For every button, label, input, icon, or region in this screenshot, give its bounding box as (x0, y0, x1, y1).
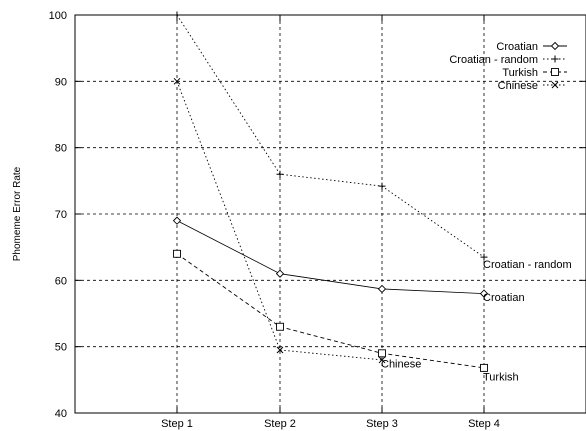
series (172, 11, 489, 372)
data-point-croatian-step-2 (275, 269, 285, 278)
legend-entry-chinese: Chinese (498, 80, 567, 92)
legend-label-turkish: Turkish (502, 67, 538, 79)
series-line-chinese (176, 81, 383, 361)
series-turkish (173, 249, 488, 372)
data-point-croatian-step-1 (172, 216, 182, 225)
series-line-croatian-random (176, 14, 485, 258)
annotation-croatian-random: Croatian - random (483, 259, 572, 271)
y-tick-label-40: 40 (55, 408, 67, 420)
data-point-croatian-random-step-1 (173, 11, 181, 19)
y-axis-ticks: 40 50 60 70 80 90 100 (49, 10, 586, 420)
series-croatian (172, 216, 489, 298)
data-point-chinese-step-3 (378, 356, 386, 364)
legend-label-chinese: Chinese (498, 80, 538, 92)
data-point-chinese-step-2 (276, 346, 284, 354)
legend-entry-croatian: Croatian (496, 41, 567, 53)
x-tick-label-step-4: Step 4 (468, 418, 500, 430)
x-tick-label-step-2: Step 2 (264, 418, 296, 430)
legend-marker-croatian (550, 41, 560, 51)
legend-label-croatian-random: Croatian - random (449, 54, 538, 66)
y-tick-label-80: 80 (55, 143, 67, 155)
legend-marker-turkish (551, 68, 559, 76)
annotation-chinese: Chinese (381, 358, 421, 370)
legend-marker-croatian-random (551, 55, 559, 63)
data-point-turkish-step-1 (173, 249, 181, 258)
data-point-croatian-step-3 (377, 284, 387, 294)
annotation-croatian: Croatian (483, 292, 525, 304)
y-tick-label-100: 100 (49, 10, 67, 22)
y-tick-label-50: 50 (55, 342, 67, 354)
annotation-turkish: Turkish (483, 372, 519, 384)
legend-label-croatian: Croatian (496, 41, 538, 53)
series-line-turkish (176, 253, 485, 369)
x-tick-label-step-1: Step 1 (161, 418, 193, 430)
data-point-turkish-step-2 (276, 322, 284, 331)
data-point-croatian-random-step-4 (480, 253, 488, 261)
y-tick-label-70: 70 (55, 209, 67, 221)
data-point-turkish-step-3 (378, 349, 386, 358)
series-croatian-random (173, 11, 488, 261)
grid (75, 15, 586, 413)
y-tick-label-90: 90 (55, 76, 67, 88)
legend-entry-turkish: Turkish (502, 67, 567, 79)
annotations: Croatian - random Croatian Chinese Turkish (381, 259, 572, 384)
data-point-croatian-step-4 (479, 289, 489, 298)
data-point-chinese-step-1 (173, 77, 181, 85)
legend-entry-croatian-random: Croatian - random (449, 54, 567, 66)
series-chinese (173, 77, 386, 364)
data-point-croatian-random-step-2 (276, 170, 284, 178)
data-point-turkish-step-4 (480, 363, 488, 372)
y-axis-label: Phomeme Error Rate (12, 166, 23, 261)
y-tick-label-60: 60 (55, 275, 67, 287)
x-tick-label-step-3: Step 3 (366, 418, 398, 430)
legend-marker-chinese (551, 81, 559, 89)
series-line-croatian (176, 220, 485, 294)
data-point-croatian-random-step-3 (378, 182, 386, 190)
x-axis-ticks: Step 1 Step 2 Step 3 Step 4 (161, 15, 500, 430)
